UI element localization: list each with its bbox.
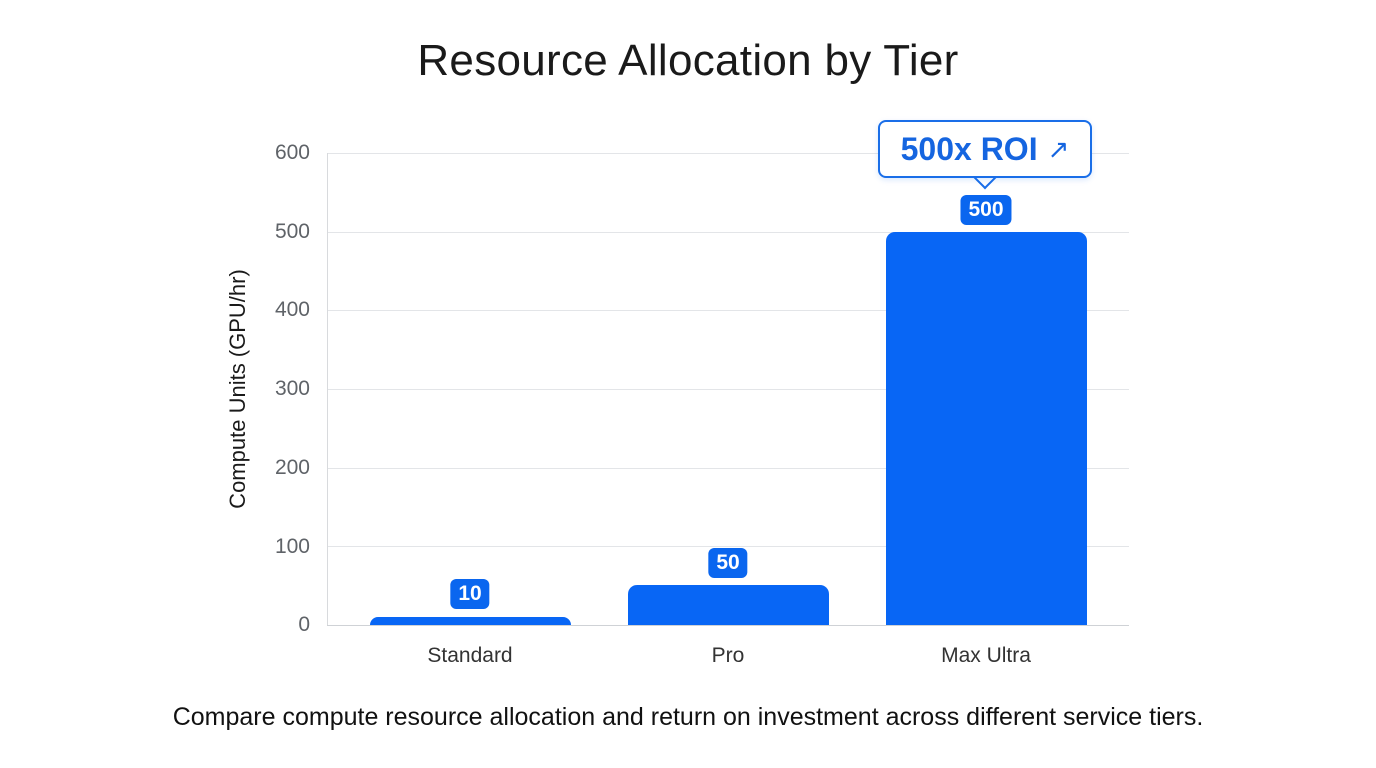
x-tick-pro: Pro — [711, 644, 745, 667]
y-tick: 300 — [274, 377, 310, 400]
x-tick-standard: Standard — [427, 644, 513, 667]
bar-pro[interactable] — [628, 585, 829, 625]
y-tick: 400 — [274, 298, 310, 321]
gridline — [327, 153, 1129, 154]
y-axis-label: Compute Units (GPU/hr) — [225, 269, 250, 509]
bar-standard[interactable] — [370, 617, 571, 625]
y-axis-line — [327, 153, 328, 626]
y-tick: 100 — [274, 535, 310, 558]
plot-area — [327, 153, 1129, 626]
y-tick: 600 — [274, 141, 310, 164]
x-axis-line — [327, 625, 1129, 626]
x-tick-max-ultra: Max Ultra — [941, 644, 1031, 667]
value-label-max-ultra: 500 — [960, 195, 1012, 225]
y-tick: 0 — [298, 613, 310, 636]
gridline — [327, 232, 1129, 233]
arrow-up-right-icon: ↗ — [1047, 133, 1070, 164]
value-label-standard: 10 — [450, 579, 490, 609]
gridline — [327, 310, 1129, 311]
value-label-pro: 50 — [708, 548, 748, 578]
gridline — [327, 468, 1129, 469]
chart-title: Resource Allocation by Tier — [417, 36, 959, 85]
gridline — [327, 389, 1129, 390]
roi-callout: 500x ROI ↗ — [878, 120, 1092, 178]
gridline — [327, 546, 1129, 547]
y-tick: 200 — [274, 456, 310, 479]
y-tick: 500 — [274, 220, 310, 243]
bar-max-ultra[interactable] — [886, 232, 1087, 625]
chart-caption: Compare compute resource allocation and … — [172, 703, 1204, 731]
callout-text: 500x ROI — [900, 130, 1038, 167]
